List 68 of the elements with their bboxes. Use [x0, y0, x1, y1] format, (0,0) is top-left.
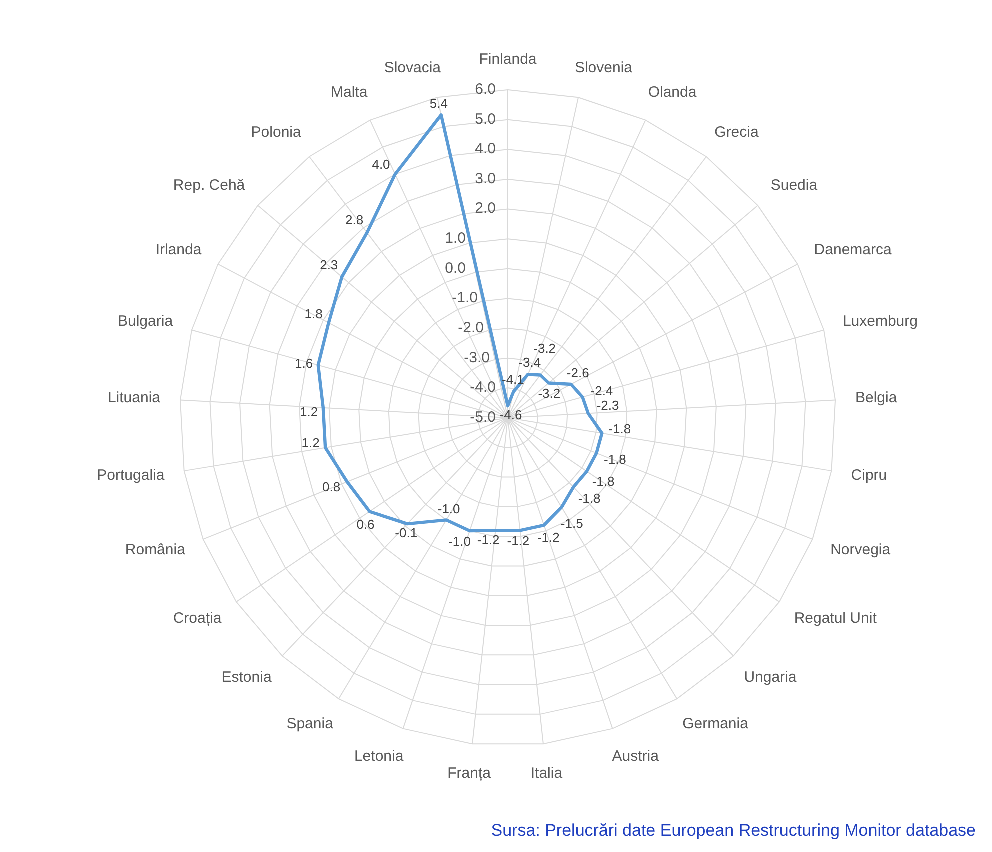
- data-label: 0.8: [322, 480, 341, 495]
- data-label: 1.2: [300, 404, 318, 420]
- data-label: -3.4: [518, 354, 542, 370]
- data-label: -2.6: [566, 365, 590, 380]
- data-label: 4.0: [372, 156, 390, 172]
- y-tick-label: -2.0: [458, 320, 484, 337]
- data-label: -1.2: [537, 530, 560, 546]
- spoke-label: Slovacia: [384, 59, 442, 76]
- spoke-label: Regatul Unit: [794, 610, 878, 627]
- text: Sursa: Prelucrări date European Restructuring Monitor database: [491, 821, 976, 840]
- spoke-label: Belgia: [855, 390, 898, 407]
- spoke-label: Finlanda: [479, 50, 538, 68]
- data-label: -0.1: [395, 525, 418, 540]
- data-label: 1.6: [295, 356, 314, 371]
- y-tick-label: 1.0: [445, 230, 466, 248]
- data-label: -1.8: [592, 474, 615, 490]
- spoke-label: Suedia: [770, 177, 818, 194]
- y-tick-label: 4.0: [475, 140, 496, 158]
- spoke-label: Malta: [330, 84, 368, 102]
- spoke-label: Irlanda: [156, 241, 202, 258]
- y-tick-label: -3.0: [464, 349, 490, 366]
- spoke-label: Letonia: [354, 748, 404, 766]
- spoke-label: Estonia: [222, 668, 272, 686]
- data-label: 1.8: [304, 306, 323, 322]
- y-tick-label: 3.0: [475, 170, 496, 188]
- spoke-label: Luxemburg: [842, 313, 918, 330]
- y-tick-label: -4.0: [470, 379, 496, 396]
- y-tick-label: 0.0: [445, 260, 466, 277]
- data-label: -4.6: [500, 408, 522, 423]
- spoke-label: Lituania: [108, 390, 162, 407]
- spoke-label: Croația: [173, 610, 222, 627]
- y-tick-label: -5.0: [470, 408, 496, 426]
- data-label: -1.8: [608, 422, 632, 437]
- spoke-label: Rep. Cehă: [173, 177, 246, 194]
- spoke-label: Germania: [682, 716, 750, 733]
- data-label: -3.2: [538, 386, 561, 402]
- data-label: 0.6: [356, 516, 375, 532]
- spoke-label: Danemarca: [814, 241, 892, 258]
- data-label: -3.2: [534, 341, 556, 356]
- spoke-label: Franța: [448, 764, 492, 782]
- spoke-label: Polonia: [251, 124, 302, 141]
- data-label: -2.3: [596, 398, 620, 414]
- spoke-label: Grecia: [714, 124, 760, 141]
- spoke-label: Portugalia: [97, 466, 166, 484]
- data-label: 1.2: [302, 436, 320, 451]
- data-label: -1.2: [507, 533, 530, 548]
- data-label: -2.4: [590, 383, 614, 398]
- spoke-label: Austria: [612, 748, 660, 766]
- y-tick-label: 6.0: [475, 80, 496, 98]
- spoke-label: Italia: [530, 764, 564, 782]
- spoke-label: Norvegia: [830, 541, 892, 558]
- data-label: -1.8: [604, 452, 626, 468]
- data-label: -1.5: [560, 516, 584, 531]
- data-label: -1.2: [477, 532, 500, 548]
- spoke-label: Ungaria: [744, 668, 798, 686]
- spoke-label: Cipru: [851, 466, 888, 484]
- data-label: 5.4: [430, 96, 448, 111]
- data-label: -1.8: [578, 491, 601, 506]
- spoke-label: Slovenia: [574, 59, 634, 76]
- y-tick-label: -1.0: [452, 290, 478, 307]
- spoke-label: România: [125, 541, 186, 558]
- spoke-label: Olanda: [648, 84, 698, 102]
- y-tick-label: 2.0: [475, 200, 496, 218]
- y-tick-label: 5.0: [475, 110, 496, 128]
- spoke-label: Spania: [286, 716, 334, 733]
- data-label: 2.3: [320, 258, 338, 273]
- data-label: 2.8: [346, 212, 364, 228]
- spoke-label: Bulgaria: [118, 313, 174, 330]
